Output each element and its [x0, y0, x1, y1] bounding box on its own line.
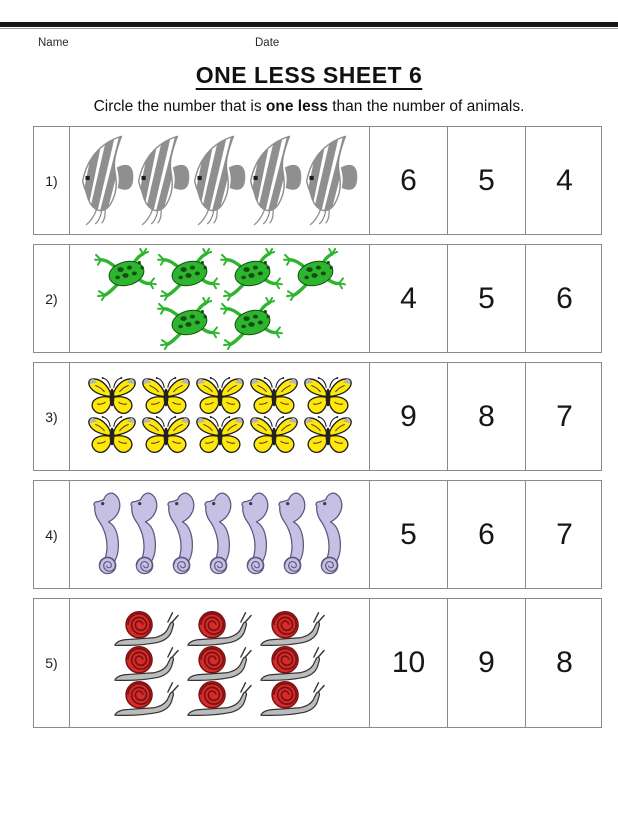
answer-choice[interactable]: 5: [369, 481, 447, 588]
animal-line: [110, 609, 329, 648]
instruction-text-suffix: than the number of animals.: [327, 98, 525, 115]
question-row: 4) 5 6 7: [33, 480, 602, 589]
seahorse-icon: [127, 492, 164, 577]
animal-line: [85, 415, 355, 458]
angelfish-icon: [304, 133, 361, 228]
question-number: 1): [45, 172, 58, 189]
animal-line: [85, 376, 355, 419]
question-row: 1) 6 5 4: [33, 126, 602, 235]
snail-icon: [185, 679, 254, 718]
name-label: Name: [38, 37, 69, 49]
seahorse-icon: [201, 492, 238, 577]
animal-line: [110, 679, 329, 718]
instruction-text-prefix: Circle the number that is: [93, 98, 266, 115]
butterfly-icon: [302, 415, 354, 458]
seahorse-icon: [164, 492, 201, 577]
butterfly-icon: [86, 376, 138, 419]
seahorse-icon: [275, 492, 312, 577]
answer-choice[interactable]: 5: [447, 245, 525, 352]
snail-icon: [258, 644, 327, 683]
animal-line: [80, 133, 360, 228]
frog-icon: [94, 248, 157, 301]
frog-icon: [157, 248, 220, 301]
answer-choice[interactable]: 7: [525, 363, 603, 470]
answer-choice[interactable]: 6: [447, 481, 525, 588]
answer-choice[interactable]: 9: [369, 363, 447, 470]
angelfish-icon: [192, 133, 249, 228]
butterfly-icon: [86, 415, 138, 458]
animal-group: [69, 245, 369, 352]
snail-icon: [258, 679, 327, 718]
angelfish-icon: [136, 133, 193, 228]
worksheet-page: Name Date ONE LESS SHEET 6 Circle the nu…: [0, 22, 618, 822]
question-row: 2) 4 5 6: [33, 244, 602, 353]
butterfly-icon: [194, 415, 246, 458]
date-label: Date: [255, 37, 280, 49]
angelfish-icon: [80, 133, 137, 228]
frog-icon: [220, 248, 283, 301]
butterfly-icon: [302, 376, 354, 419]
frog-icon: [283, 248, 346, 301]
answer-choice[interactable]: 9: [447, 599, 525, 727]
question-number: 4): [45, 526, 58, 543]
answer-choice[interactable]: 5: [447, 127, 525, 234]
question-number: 3): [45, 408, 58, 425]
top-rule: [0, 22, 618, 27]
answer-choice[interactable]: 10: [369, 599, 447, 727]
animal-line: [110, 644, 329, 683]
butterfly-icon: [248, 376, 300, 419]
butterfly-icon: [194, 376, 246, 419]
animal-line: [90, 492, 349, 577]
frog-icon: [220, 297, 283, 350]
animal-line: [157, 297, 283, 350]
answer-choice[interactable]: 4: [525, 127, 603, 234]
animal-group: [69, 127, 369, 234]
butterfly-icon: [248, 415, 300, 458]
animal-group: [69, 481, 369, 588]
frog-icon: [157, 297, 220, 350]
answer-choice[interactable]: 8: [525, 599, 603, 727]
top-rule-thin: [0, 28, 618, 29]
question-rows: 1) 6 5 4 2) 4 5 6 3) 9 8 7 4) 5 6 7 5) 1…: [33, 126, 602, 728]
question-row: 3) 9 8 7: [33, 362, 602, 471]
question-number: 2): [45, 290, 58, 307]
answer-choice[interactable]: 7: [525, 481, 603, 588]
instruction-bold-text: one less: [265, 98, 328, 115]
seahorse-icon: [312, 492, 349, 577]
answer-choice[interactable]: 4: [369, 245, 447, 352]
snail-icon: [185, 609, 254, 648]
animal-group: [69, 363, 369, 470]
snail-icon: [185, 644, 254, 683]
snail-icon: [112, 679, 181, 718]
angelfish-icon: [248, 133, 305, 228]
question-number: 5): [45, 655, 58, 671]
animal-group: [69, 599, 369, 727]
header-meta: Name Date: [0, 35, 618, 53]
instruction: Circle the number that is one less than …: [0, 98, 618, 116]
answer-choice[interactable]: 6: [369, 127, 447, 234]
seahorse-icon: [90, 492, 127, 577]
seahorse-icon: [238, 492, 275, 577]
snail-icon: [112, 644, 181, 683]
answer-choice[interactable]: 8: [447, 363, 525, 470]
snail-icon: [112, 609, 181, 648]
answer-choice[interactable]: 6: [525, 245, 603, 352]
animal-line: [94, 248, 346, 301]
butterfly-icon: [140, 415, 192, 458]
snail-icon: [258, 609, 327, 648]
question-row: 5) 10 9 8: [33, 598, 602, 728]
butterfly-icon: [140, 376, 192, 419]
page-title: ONE LESS SHEET 6: [195, 62, 423, 88]
